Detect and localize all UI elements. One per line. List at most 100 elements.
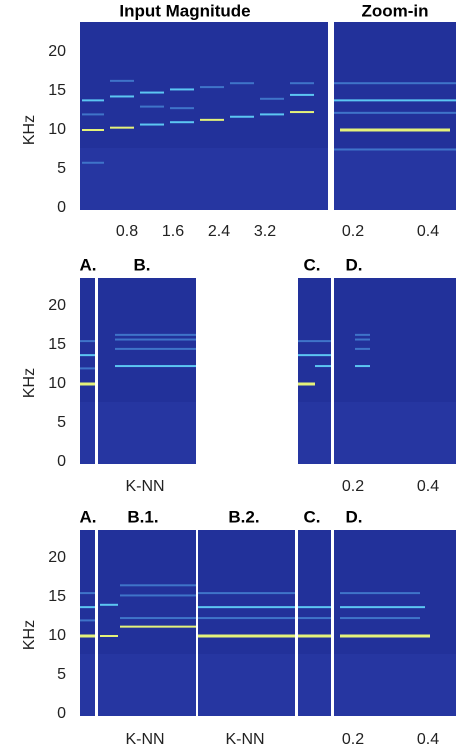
y-tick-label: 20 xyxy=(48,549,66,566)
harmonic xyxy=(115,347,196,350)
harmonic xyxy=(334,148,456,151)
spectrogram-noise xyxy=(334,402,456,464)
harmonic xyxy=(170,88,194,91)
harmonic xyxy=(80,619,95,622)
harmonic xyxy=(110,95,134,98)
x-label: K-NN xyxy=(125,478,164,495)
panel-label: B.2. xyxy=(228,507,259,526)
harmonic xyxy=(140,91,164,94)
harmonic xyxy=(82,129,104,131)
spectrogram-noise xyxy=(198,654,295,716)
y-tick-label: 15 xyxy=(48,82,66,99)
panel-label: D. xyxy=(346,255,363,274)
harmonic xyxy=(355,365,370,368)
harmonic xyxy=(340,617,420,620)
harmonic xyxy=(355,338,370,341)
harmonic xyxy=(80,340,95,343)
y-tick-label: 5 xyxy=(57,414,66,431)
y-tick-label: 10 xyxy=(48,375,66,392)
harmonic xyxy=(298,354,331,357)
x-tick-label: 0.2 xyxy=(342,223,364,240)
harmonic xyxy=(355,333,370,336)
spectrogram-noise xyxy=(80,148,328,210)
harmonic xyxy=(82,161,104,164)
spectrogram-noise xyxy=(98,402,196,464)
harmonic xyxy=(340,128,450,132)
harmonic xyxy=(340,592,420,595)
harmonic xyxy=(100,635,118,637)
harmonic xyxy=(198,606,295,609)
harmonic xyxy=(200,118,224,121)
x-label: K-NN xyxy=(225,731,264,748)
panel-label: B.1. xyxy=(127,507,158,526)
y-axis-label: KHz xyxy=(21,620,38,650)
harmonic xyxy=(115,338,196,341)
panel-title: Input Magnitude xyxy=(119,1,250,20)
y-tick-label: 5 xyxy=(57,666,66,683)
harmonic xyxy=(82,99,104,102)
spectrogram-noise xyxy=(334,654,456,716)
y-tick-label: 10 xyxy=(48,627,66,644)
x-tick-label: 0.2 xyxy=(342,478,364,495)
spectrogram-noise xyxy=(334,148,456,210)
harmonic xyxy=(315,365,331,368)
harmonic xyxy=(120,594,196,597)
harmonic xyxy=(340,606,425,609)
harmonic xyxy=(115,365,196,368)
harmonic xyxy=(80,606,95,609)
y-tick-label: 0 xyxy=(57,453,66,470)
spectrogram-noise xyxy=(80,654,95,716)
x-tick-label: 2.4 xyxy=(208,223,230,240)
harmonic xyxy=(198,634,295,638)
spectrogram-noise xyxy=(298,654,331,716)
x-tick-label: 0.8 xyxy=(116,223,138,240)
x-tick-label: 0.2 xyxy=(342,731,364,748)
harmonic xyxy=(100,603,118,606)
harmonic xyxy=(290,93,314,96)
y-tick-label: 10 xyxy=(48,121,66,138)
harmonic xyxy=(80,367,95,370)
harmonic xyxy=(334,99,456,102)
panel-label: B. xyxy=(134,255,151,274)
y-axis-label: KHz xyxy=(21,368,38,398)
harmonic xyxy=(298,340,331,343)
panel-label: C. xyxy=(304,507,321,526)
harmonic xyxy=(115,333,196,336)
harmonic xyxy=(290,82,314,85)
x-tick-label: 0.4 xyxy=(417,478,439,495)
harmonic xyxy=(230,115,254,118)
harmonic xyxy=(120,625,196,628)
y-tick-label: 0 xyxy=(57,705,66,722)
y-tick-label: 20 xyxy=(48,43,66,60)
panel-label: D. xyxy=(346,507,363,526)
harmonic xyxy=(140,105,164,108)
y-tick-label: 15 xyxy=(48,336,66,353)
spectrogram-noise xyxy=(80,402,95,464)
y-tick-label: 20 xyxy=(48,297,66,314)
harmonic xyxy=(298,382,315,386)
harmonic xyxy=(80,634,95,638)
spectrogram-noise xyxy=(298,402,331,464)
harmonic xyxy=(200,86,224,89)
y-tick-label: 5 xyxy=(57,160,66,177)
harmonic xyxy=(198,592,295,595)
x-tick-label: 3.2 xyxy=(254,223,276,240)
x-tick-label: 0.4 xyxy=(417,223,439,240)
harmonic xyxy=(80,354,95,357)
harmonic xyxy=(230,82,254,85)
y-axis-label: KHz xyxy=(21,115,38,145)
panel-title: Zoom-in xyxy=(361,1,428,20)
harmonic xyxy=(340,634,430,638)
harmonic xyxy=(355,347,370,350)
harmonic xyxy=(198,617,295,620)
harmonic xyxy=(298,617,331,620)
harmonic xyxy=(298,606,331,609)
harmonic xyxy=(140,123,164,126)
harmonic xyxy=(260,113,284,116)
x-tick-label: 0.4 xyxy=(417,731,439,748)
harmonic xyxy=(110,79,134,82)
panel-label: A. xyxy=(80,255,97,274)
harmonic xyxy=(120,584,196,587)
panel-label: A. xyxy=(80,507,97,526)
